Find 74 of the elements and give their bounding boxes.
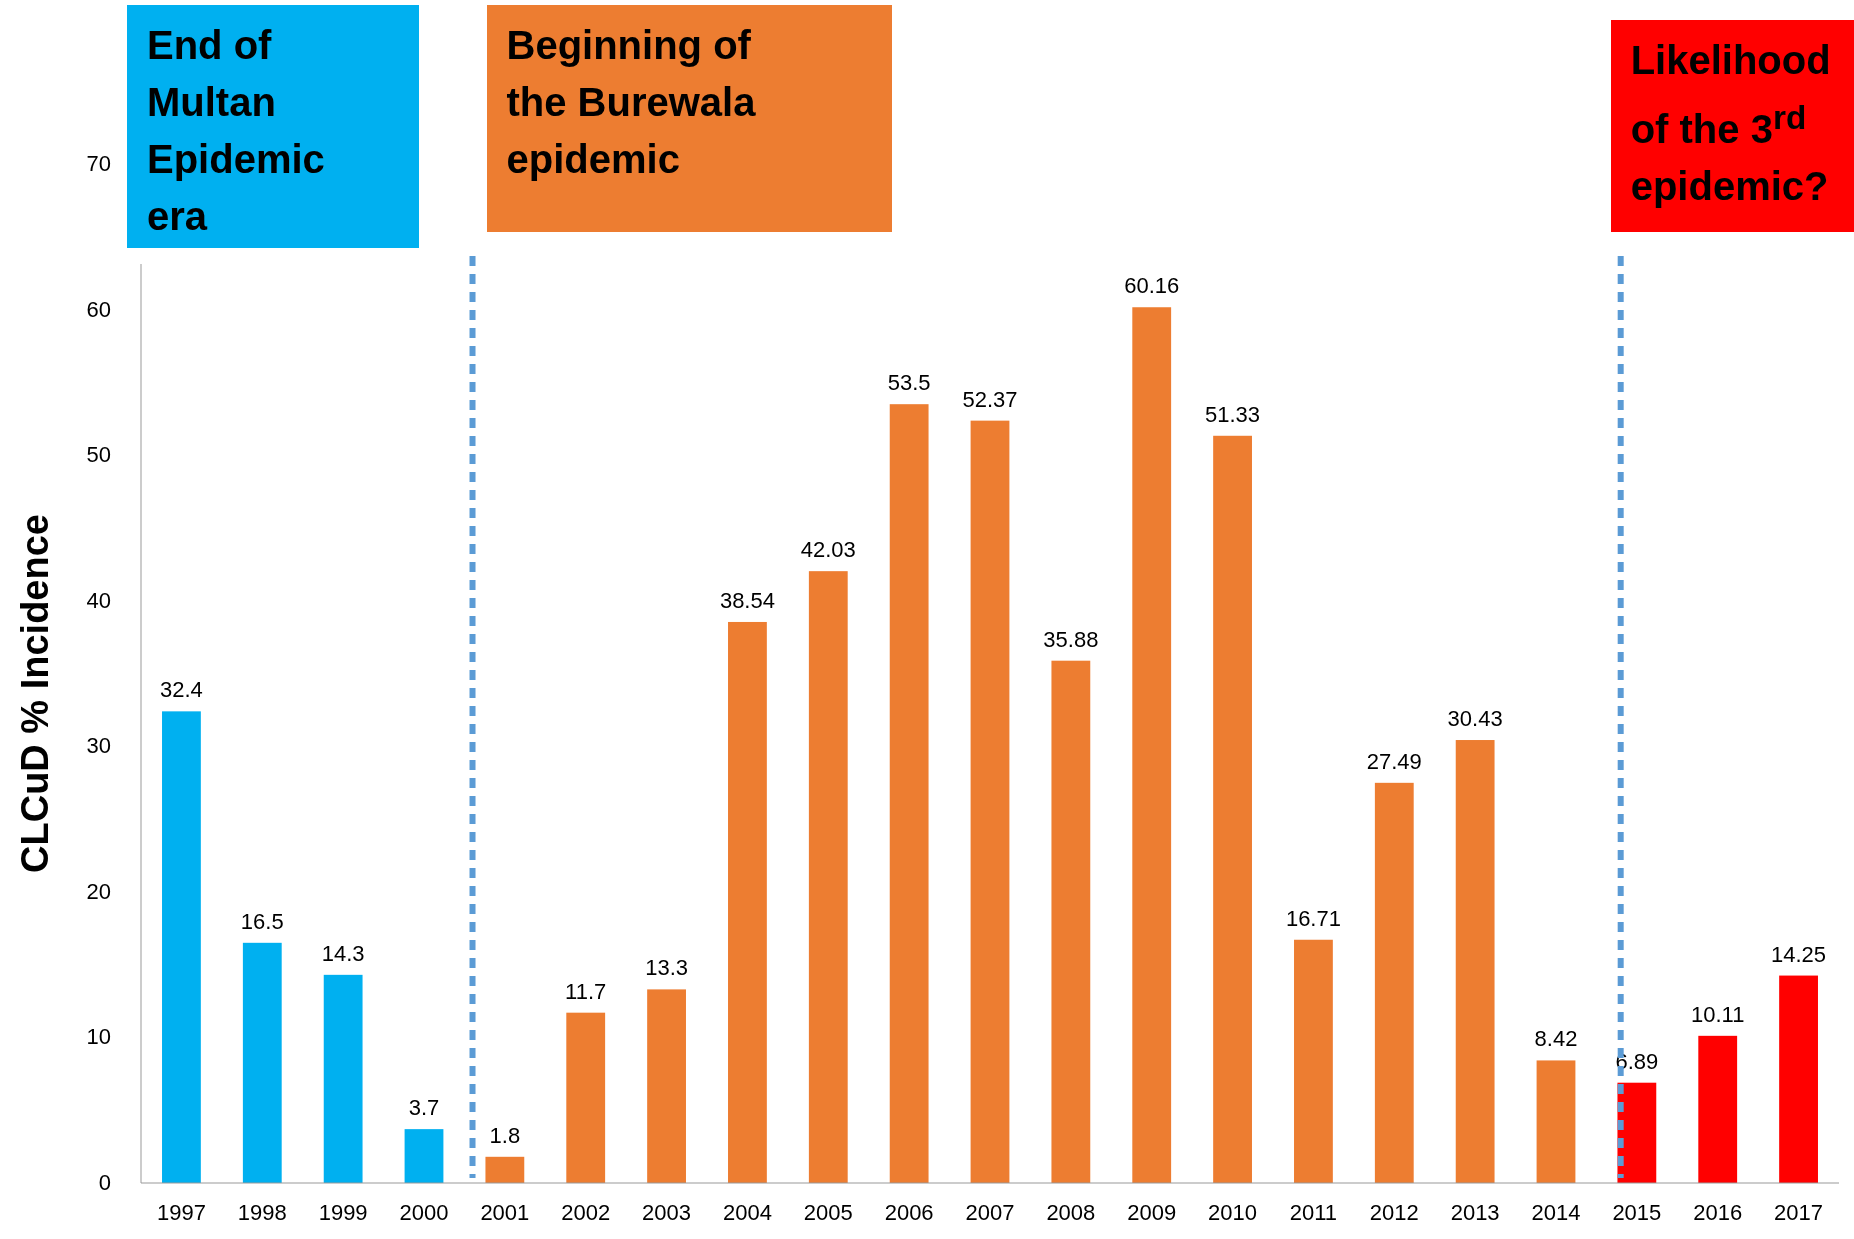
x-tick-label: 1997 [156, 1200, 206, 1225]
bar [566, 1012, 606, 1183]
data-label: 38.54 [719, 587, 775, 613]
bar [1213, 435, 1252, 1183]
data-label: 42.03 [800, 537, 856, 563]
x-tick-label: 2005 [803, 1200, 853, 1225]
bar [485, 1156, 525, 1183]
data-label: 16.71 [1285, 905, 1341, 931]
x-tick-label: 1998 [237, 1200, 287, 1225]
y-tick-label: 60 [86, 296, 111, 322]
data-label: 16.5 [240, 908, 284, 934]
data-label: 51.33 [1205, 401, 1261, 427]
x-tick-label: 2006 [884, 1200, 934, 1225]
bar [404, 1129, 444, 1183]
bar [1536, 1060, 1576, 1183]
x-tick-label: 2012 [1369, 1200, 1419, 1225]
y-tick-label: 0 [98, 1170, 111, 1195]
bar [1132, 307, 1172, 1183]
x-tick-label: 2008 [1046, 1200, 1096, 1225]
data-label: 10.11 [1691, 1001, 1745, 1027]
text-box: End of Multan Epidemic era [127, 5, 419, 248]
data-label: 52.37 [962, 386, 1018, 412]
bar [1779, 975, 1818, 1183]
x-tick-label: 1999 [318, 1200, 368, 1225]
x-tick-label: 2017 [1774, 1200, 1824, 1225]
x-tick-label: 2003 [642, 1200, 692, 1225]
x-tick-label: 2001 [480, 1200, 530, 1225]
data-label: 14.25 [1771, 941, 1827, 967]
x-tick-label: 2000 [399, 1200, 449, 1225]
bar [647, 989, 686, 1183]
x-tick-label: 2013 [1450, 1200, 1500, 1225]
data-label: 30.43 [1447, 706, 1503, 732]
x-tick-label: 2004 [722, 1200, 772, 1225]
bar [323, 974, 363, 1183]
data-label: 27.49 [1366, 748, 1422, 774]
x-tick-label: 2007 [965, 1200, 1015, 1225]
bar [1617, 1082, 1657, 1183]
bar [1374, 782, 1414, 1183]
data-label: 8.42 [1534, 1026, 1578, 1052]
y-tick-label: 30 [86, 733, 111, 759]
bar [1455, 740, 1495, 1183]
data-label: 13.3 [645, 955, 688, 981]
data-label: 3.7 [408, 1095, 440, 1121]
bar [242, 942, 282, 1183]
bar [1294, 939, 1333, 1183]
x-tick-label: 2010 [1208, 1200, 1258, 1225]
bar [970, 420, 1010, 1183]
data-label: 32.4 [160, 677, 203, 703]
x-tick-label: 2015 [1612, 1200, 1662, 1225]
bar [162, 711, 201, 1183]
data-label: 14.3 [321, 940, 365, 966]
bar [889, 404, 929, 1183]
x-tick-label: 2011 [1289, 1200, 1338, 1225]
y-axis-title: CLCuD % Incidence [14, 514, 56, 873]
data-label: 11.7 [565, 978, 607, 1004]
y-tick-label: 50 [86, 442, 111, 468]
text-box: Likelihood of the 3$^{rd}$ epidemic? [1610, 20, 1854, 232]
bar [1698, 1035, 1738, 1183]
y-tick-label: 20 [86, 878, 111, 904]
y-tick-label: 10 [86, 1024, 111, 1050]
bar [1051, 660, 1091, 1183]
x-tick-label: 2009 [1127, 1200, 1177, 1225]
y-tick-label: 40 [86, 587, 111, 613]
bar [808, 571, 848, 1183]
y-tick-label: 70 [86, 151, 111, 176]
data-label: 60.16 [1124, 273, 1180, 299]
x-tick-label: 2014 [1531, 1200, 1581, 1225]
text-box: Beginning of the Burewala epidemic [486, 5, 892, 232]
bar [728, 621, 767, 1183]
data-label: 1.8 [489, 1122, 521, 1148]
data-label: 35.88 [1043, 626, 1099, 652]
x-tick-label: 2016 [1693, 1200, 1743, 1225]
x-tick-label: 2002 [561, 1200, 611, 1225]
data-label: 53.5 [887, 370, 931, 396]
